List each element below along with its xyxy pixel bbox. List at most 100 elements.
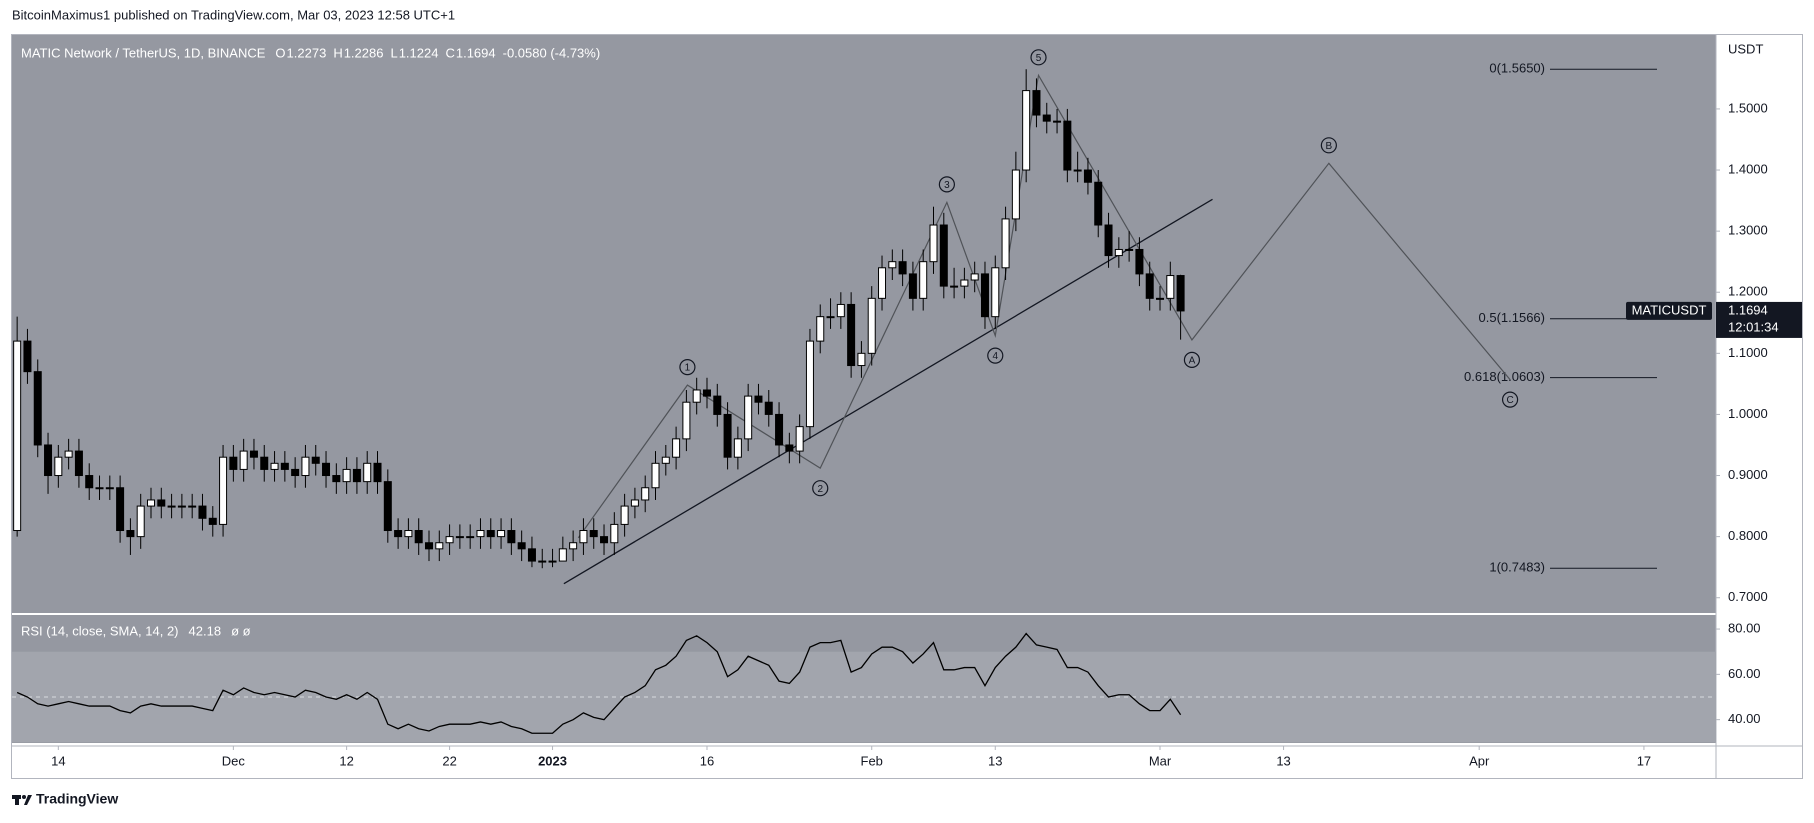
x-tick-label: 13 [1276, 753, 1290, 768]
fib-level-label: 0(1.5650) [1489, 61, 1545, 76]
rsi-na: ø ø [231, 623, 251, 638]
candle-body [280, 462, 289, 470]
wave-label: B [1326, 141, 1333, 152]
candle-body [260, 456, 269, 470]
candle-body [836, 303, 845, 318]
candle-body [950, 285, 959, 288]
wave-label: 2 [817, 484, 823, 495]
price-pane [12, 35, 1716, 613]
candle-body [332, 475, 341, 483]
ohlc-value: 1.1694 [456, 45, 496, 60]
candle-body [424, 542, 433, 550]
candle-body [177, 505, 186, 508]
candle-body [1094, 181, 1103, 226]
candle-body [888, 261, 897, 269]
wave-label: C [1506, 395, 1513, 406]
candle-body [54, 456, 63, 477]
candle-body [672, 438, 681, 458]
x-tick-label: Apr [1469, 753, 1490, 768]
candle-body [157, 499, 166, 507]
candle-body [857, 352, 866, 367]
candle-body [754, 395, 763, 403]
candle-body [476, 530, 485, 538]
candle-body [507, 530, 516, 544]
candle-body [74, 450, 83, 477]
rsi-plot [12, 632, 1716, 743]
overlay: USDT 0.7000 0.8000 0.9000 1.0000 1.1000 1.2000… [21, 41, 1802, 768]
x-tick-label: 2023 [538, 753, 567, 768]
candle-body [1125, 248, 1134, 251]
candle-body [960, 279, 969, 287]
x-tick-label: Mar [1149, 753, 1172, 768]
candle-body [538, 560, 547, 563]
tradingview-logo [12, 795, 32, 805]
ohlc-value: 1.2286 [344, 45, 384, 60]
candle-body [723, 413, 732, 458]
candle-body [363, 462, 372, 483]
symbol-title: MATIC Network / TetherUS, 1D, BINANCE [21, 45, 266, 60]
candle-body [1166, 275, 1175, 299]
candle-body [661, 456, 670, 464]
wave-marker [987, 347, 1004, 364]
candle-body [610, 523, 619, 544]
rsi-y-tick-label: 80.00 [1728, 620, 1761, 635]
wave-marker [812, 480, 829, 497]
candle-body [342, 468, 351, 483]
wave-marker [1183, 351, 1201, 368]
candle-body [188, 505, 197, 508]
axis-unit: USDT [1728, 41, 1763, 56]
candle-body [95, 487, 104, 490]
candle-body [908, 273, 917, 299]
candle-body [692, 389, 701, 403]
y-tick-label: 1.3000 [1728, 223, 1768, 238]
candle-body [301, 456, 310, 477]
candle-body [291, 468, 300, 477]
candle-body [702, 389, 711, 397]
wave-marker [1320, 137, 1337, 154]
ohlc-value: 1.2273 [287, 45, 327, 60]
candle-body [733, 438, 742, 458]
candle-body [497, 530, 506, 538]
candle-body [929, 224, 938, 263]
candle-body [435, 542, 444, 550]
candle-body [394, 530, 403, 538]
candle-body [630, 499, 639, 507]
candle-body [1032, 90, 1041, 116]
y-tick-label: 1.0000 [1728, 406, 1768, 421]
footer-brand: TradingView [36, 791, 118, 807]
candle-body [1053, 120, 1062, 123]
chart-frame [11, 34, 1803, 779]
candle-body [1156, 297, 1165, 300]
candle-body [352, 468, 361, 483]
candle-body [775, 413, 784, 446]
symbol-tag-label: MATICUSDT [1632, 302, 1707, 317]
price-change: -0.0580 (-4.73%) [503, 45, 601, 60]
candle-body [44, 444, 53, 477]
candle-body [1135, 248, 1144, 275]
wave-label: 5 [1036, 53, 1042, 64]
ohlc-label: C [445, 45, 454, 60]
candle-body [600, 536, 609, 544]
rsi-y-tick-label: 40.00 [1728, 711, 1761, 726]
candle-body [136, 505, 145, 538]
x-tick-label: 22 [442, 753, 456, 768]
wave-marker [679, 358, 696, 376]
y-tick-label: 0.8000 [1728, 528, 1768, 543]
candle-body [579, 530, 588, 544]
x-tick-label: 16 [700, 753, 714, 768]
candle-body [167, 505, 176, 508]
rsi-value: 42.18 [189, 623, 222, 638]
candle-body [219, 456, 228, 525]
candle-body [1145, 273, 1154, 299]
candle-body [651, 462, 660, 489]
fib-level-label: 1(0.7483) [1489, 560, 1545, 575]
last-price-label: 1.1694 [1728, 302, 1768, 317]
candle-body [980, 273, 989, 318]
candle-body [1042, 114, 1051, 122]
rsi-title: RSI (14, close, SMA, 14, 2) [21, 623, 179, 638]
candle-body [878, 267, 887, 299]
wave-label: 3 [944, 180, 950, 191]
y-tick-label: 1.4000 [1728, 161, 1768, 176]
wave-marker [1501, 391, 1519, 408]
